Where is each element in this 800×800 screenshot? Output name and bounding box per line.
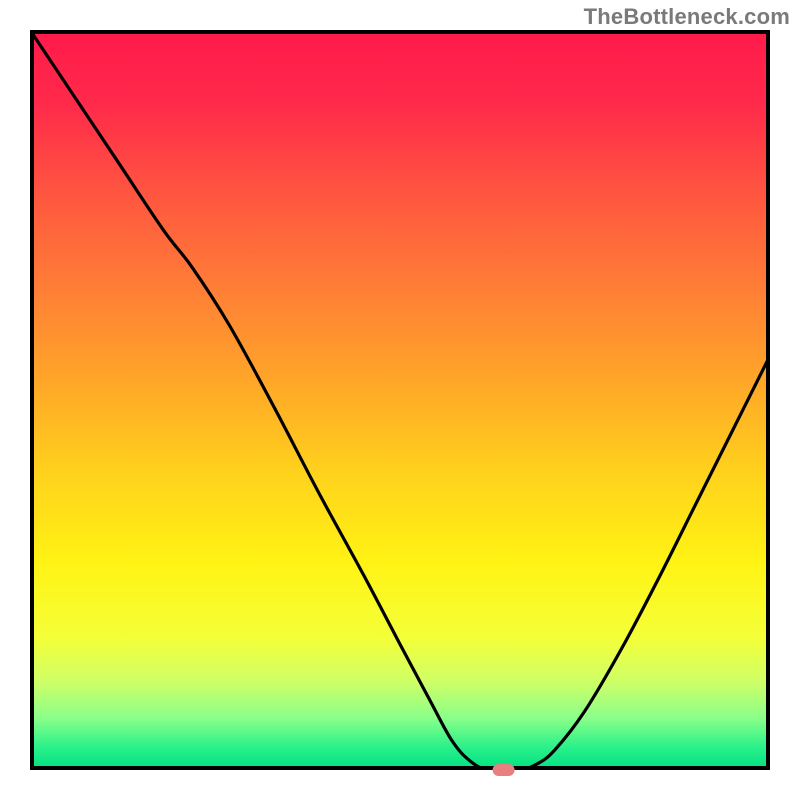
sweet-spot-marker (493, 764, 515, 776)
gradient-background (30, 30, 770, 770)
watermark-text: TheBottleneck.com (584, 4, 790, 30)
bottleneck-chart (0, 0, 800, 800)
